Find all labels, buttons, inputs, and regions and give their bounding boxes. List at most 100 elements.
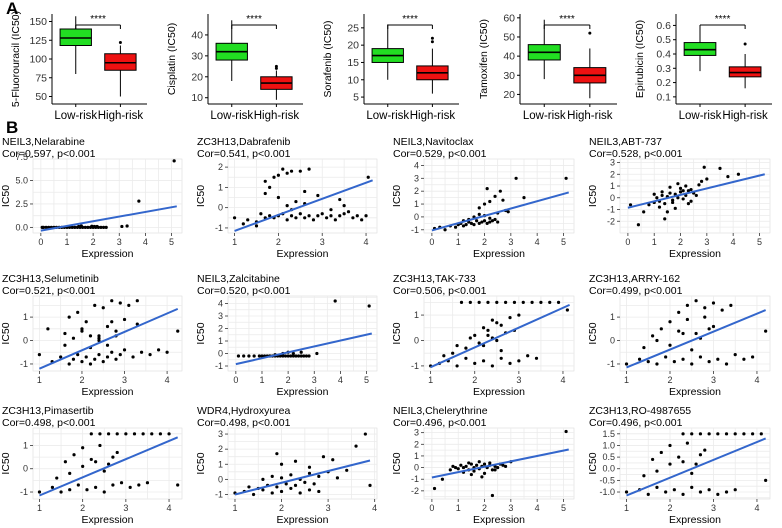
data-point	[110, 350, 114, 354]
data-point	[232, 216, 237, 220]
data-point	[697, 183, 701, 187]
data-point	[495, 300, 499, 304]
data-point	[477, 300, 481, 304]
data-point	[176, 329, 180, 333]
data-point	[307, 167, 311, 171]
data-point	[247, 354, 251, 358]
y-axis-label: IC50	[587, 322, 599, 344]
data-point	[660, 190, 664, 194]
data-point	[59, 355, 63, 359]
boxplot-3: 5 10 15 20 25 Sorafenib (IC50) Low-risk High-ri…	[322, 14, 459, 122]
data-point	[671, 198, 675, 202]
plot-area	[423, 158, 575, 234]
data-point	[135, 322, 139, 326]
x-tick-label: 2	[667, 375, 672, 385]
data-point	[241, 222, 245, 226]
x-tick-label: 3	[508, 237, 513, 247]
data-point	[461, 224, 466, 228]
data-point	[718, 166, 722, 170]
data-point	[477, 460, 481, 464]
outlier-point	[588, 31, 592, 35]
x-tick-label: 3	[711, 503, 716, 513]
plot-area	[32, 295, 183, 372]
data-point	[307, 471, 312, 475]
data-point	[299, 354, 303, 358]
data-point	[647, 203, 651, 207]
regression-line	[39, 436, 179, 497]
x-tick-label: 4	[754, 375, 759, 385]
y-tick-label: 1	[218, 182, 223, 192]
data-point	[279, 462, 284, 466]
data-point	[259, 212, 263, 216]
y-tick-label: -1	[411, 361, 419, 371]
data-point	[668, 443, 672, 448]
data-point	[296, 354, 301, 358]
data-point	[307, 488, 312, 492]
data-point	[678, 190, 683, 194]
data-point	[118, 301, 122, 305]
data-point	[115, 432, 119, 436]
y-tick-label: 4	[218, 299, 223, 309]
data-point	[105, 324, 110, 329]
boxplot-1: 50 75 100 125 150 5-Fluorouracil (IC50) Low-ri…	[10, 11, 147, 122]
y-axis-label: 5-Fluorouracil (IC50)	[10, 11, 22, 107]
data-point	[751, 355, 755, 359]
data-point	[681, 331, 685, 336]
data-point	[298, 212, 302, 216]
data-point	[480, 475, 484, 479]
data-point	[94, 460, 98, 464]
data-point	[110, 299, 114, 303]
data-point	[294, 199, 298, 204]
scatter-subtitle: Cor=0.496, p<0.001	[393, 417, 487, 429]
y-tick-label: 0.6	[656, 20, 671, 32]
data-point	[279, 489, 284, 494]
data-point	[46, 327, 50, 331]
data-point	[81, 446, 85, 450]
x-tick-label: 4	[143, 237, 148, 247]
data-point	[548, 300, 552, 304]
data-point	[92, 224, 97, 229]
x-tick-label: Low-risk	[679, 110, 722, 122]
data-point	[236, 354, 241, 358]
data-point	[655, 469, 659, 473]
data-point	[652, 192, 656, 196]
y-tick-label: 40	[503, 51, 515, 63]
data-point	[642, 345, 646, 350]
data-point	[275, 485, 279, 489]
x-axis-label: Expression	[277, 514, 329, 526]
data-point	[651, 334, 655, 338]
x-tick-label: 3	[117, 237, 122, 247]
data-point	[354, 444, 358, 448]
data-point	[707, 432, 711, 436]
x-tick-label: 4	[560, 375, 565, 385]
y-tick-label: 2	[218, 324, 223, 334]
data-point	[367, 304, 371, 308]
y-axis-label: Tamoxifen (IC50)	[478, 19, 490, 99]
data-point	[76, 310, 80, 315]
data-point	[655, 485, 659, 489]
y-axis-label: Epirubicin (IC50)	[634, 20, 646, 98]
data-point	[705, 177, 709, 181]
data-point	[440, 477, 445, 481]
y-tick-label: 0	[23, 336, 28, 346]
y-tick-label: 0.3	[656, 63, 671, 75]
y-tick-label: 30	[503, 70, 515, 82]
x-axis-label: Expression	[473, 248, 525, 260]
data-point	[655, 196, 659, 200]
data-point	[685, 303, 689, 307]
data-point	[514, 176, 518, 180]
data-point	[303, 480, 307, 484]
x-tick-label: 4	[535, 503, 540, 513]
data-point	[320, 212, 324, 216]
data-point	[668, 320, 672, 324]
x-tick-label: 4	[535, 237, 540, 247]
significance-label: ****	[715, 14, 731, 25]
y-tick-label: 0.5	[602, 452, 615, 462]
significance-label: ****	[246, 14, 262, 25]
data-point	[659, 450, 663, 455]
data-point	[664, 490, 668, 494]
